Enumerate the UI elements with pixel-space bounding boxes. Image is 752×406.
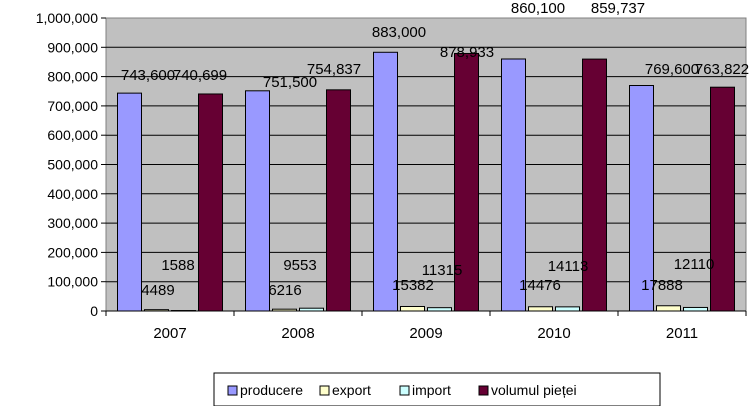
data-label: 878,933 [440, 44, 494, 61]
bar-producere-2008 [245, 90, 270, 312]
y-tick-label: 200,000 [47, 244, 98, 260]
legend-swatch [227, 385, 238, 396]
x-tick-label: 2010 [537, 325, 570, 342]
bar-export-2009 [400, 305, 425, 312]
y-tick-label: 800,000 [47, 69, 98, 85]
bar-import-2010 [555, 306, 580, 312]
legend-label: export [332, 382, 371, 398]
data-label: 754,837 [307, 61, 361, 78]
bars [117, 51, 735, 312]
legend: producere export import volumul pieței [213, 372, 661, 406]
y-tick-label: 700,000 [47, 98, 98, 114]
legend-box [213, 372, 661, 406]
data-label: 751,500 [263, 74, 317, 91]
bar-volumul-pie-ei-2008 [326, 89, 351, 312]
bar-export-2010 [528, 306, 553, 312]
y-tick-label: 500,000 [47, 157, 98, 173]
data-label: 14476 [519, 277, 561, 294]
bar-producere-2010 [501, 58, 526, 312]
data-label: 859,737 [591, 0, 645, 17]
data-label: 743,600 [121, 67, 175, 84]
legend-label: producere [240, 382, 303, 398]
x-tick-label: 2009 [409, 325, 442, 342]
data-label: 17888 [641, 277, 683, 294]
y-tick-label: 100,000 [47, 274, 98, 290]
y-tick-label: 0 [90, 303, 98, 319]
data-label: 14113 [548, 258, 589, 275]
legend-swatch [478, 385, 489, 396]
data-label: 11315 [422, 262, 463, 279]
legend-swatch [399, 385, 410, 396]
x-tick-labels: 2007 2008 2009 2010 2011 [105, 310, 747, 342]
bar-import-2011 [683, 306, 708, 312]
bar-producere-2007 [117, 92, 142, 312]
x-tick-label: 2007 [153, 325, 186, 342]
y-tick-label: 300,000 [47, 215, 98, 231]
data-label: 769,600 [645, 61, 699, 78]
data-label: 860,100 [511, 0, 565, 17]
data-label: 9553 [283, 257, 316, 274]
y-tick-label: 600,000 [47, 127, 98, 143]
bar-volumul-pie-ei-2010 [582, 58, 607, 312]
bar-producere-2009 [373, 51, 398, 312]
data-labels: 743,600 751,500 883,000 860,100 769,600 4489 6… [121, 0, 749, 299]
data-label: 763,822 [695, 61, 749, 78]
bar-volumul-pie-ei-2011 [710, 86, 735, 312]
x-tick-label: 2011 [666, 325, 698, 342]
y-tick-labels: 0 100,000 200,000 300,000 400,000 500,000 600,… [36, 10, 106, 319]
bar-producere-2011 [629, 85, 654, 312]
data-label: 1588 [161, 257, 194, 274]
y-tick-label: 900,000 [47, 39, 98, 55]
data-label: 6216 [268, 282, 301, 299]
y-tick-label: 400,000 [47, 186, 98, 202]
bar-export-2011 [656, 305, 681, 312]
y-tick-label: 1,000,000 [36, 10, 98, 26]
legend-label: import [412, 382, 451, 398]
data-label: 883,000 [372, 24, 426, 41]
bar-volumul-pie-ei-2009 [454, 52, 479, 312]
x-tick-label: 2008 [281, 325, 314, 342]
legend-swatch [319, 385, 330, 396]
data-label: 4489 [141, 282, 174, 299]
data-label: 12110 [674, 256, 715, 273]
bar-volumul-pie-ei-2007 [198, 93, 223, 312]
data-label: 740,699 [173, 67, 227, 84]
data-label: 15382 [392, 277, 434, 294]
legend-label: volumul pieței [491, 382, 577, 398]
